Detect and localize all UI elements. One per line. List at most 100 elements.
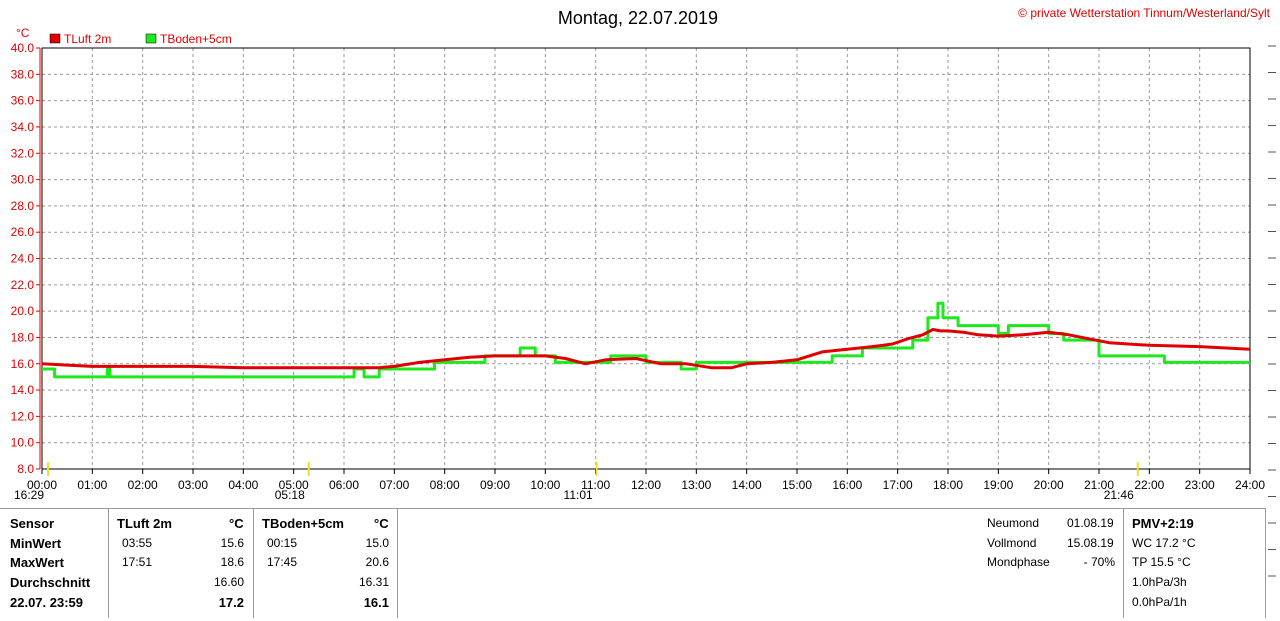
x-tick-label: 21:00	[1084, 478, 1114, 492]
tboden-header: TBoden+5cm	[262, 516, 344, 531]
tluft-header: TLuft 2m	[117, 516, 172, 531]
x-tick-label: 09:00	[480, 478, 510, 492]
y-tick-label: 28.0	[11, 199, 35, 213]
tboden-last-value: 16.1	[363, 595, 389, 610]
pressure-1h: 0.0hPa/1h	[1132, 595, 1187, 609]
y-tick-label: 18.0	[11, 330, 35, 344]
x-tick-label: 15:00	[782, 478, 812, 492]
vollmond-label: Vollmond	[987, 536, 1037, 550]
y-tick-label: 12.0	[11, 409, 35, 423]
pmv-title: PMV+2:19	[1132, 516, 1194, 531]
last-label: 22.07. 23:59	[10, 595, 84, 610]
y-tick-label: 16.0	[11, 357, 35, 371]
tluft-unit: °C	[229, 516, 244, 531]
tboden-max-value: 20.6	[365, 555, 389, 569]
vollmond-date: 15.08.19	[1067, 536, 1114, 550]
series-line-tluft	[41, 328, 1251, 370]
x-tick-label: 03:00	[178, 478, 208, 492]
x-tick-label: 24:00	[1235, 478, 1265, 492]
panel-top-border	[0, 508, 1265, 509]
neumond-label: Neumond	[987, 516, 1040, 530]
max-label: MaxWert	[10, 555, 64, 570]
y-tick-label: 10.0	[11, 436, 35, 450]
panel-divider	[1265, 508, 1266, 618]
right-scale-ticks	[1268, 45, 1276, 577]
x-tick-label: 13:00	[681, 478, 711, 492]
x-axis: 00:00 01:00 02:00 03:00 04:00 05:00 06:00 07:00…	[27, 469, 1265, 492]
x-tick-label: 04:00	[228, 478, 258, 492]
chart-grid	[41, 47, 1251, 470]
y-tick-label: 8.0	[17, 462, 34, 476]
panel-divider	[397, 508, 398, 618]
y-tick-label: 24.0	[11, 252, 35, 266]
y-axis-unit: °C	[16, 26, 30, 40]
y-tick-label: 30.0	[11, 173, 35, 187]
tluft-min-value: 15.6	[220, 536, 244, 550]
panel-divider	[108, 508, 109, 618]
y-tick-label: 26.0	[11, 225, 35, 239]
tluft-avg-value: 16.60	[213, 575, 244, 589]
x-tick-label: 10:00	[530, 478, 560, 492]
x-tick-label: 22:00	[1134, 478, 1164, 492]
x-tick-label: 05:00	[279, 478, 309, 492]
wc-value: WC 17.2 °C	[1132, 536, 1196, 550]
y-tick-label: 14.0	[11, 383, 35, 397]
tluft-max-time: 17:51	[122, 555, 153, 569]
legend-label-tboden: TBoden+5cm	[160, 32, 232, 46]
y-tick-label: 38.0	[11, 67, 35, 81]
y-tick-label: 36.0	[11, 94, 35, 108]
panel-divider	[253, 508, 254, 618]
y-tick-label: 20.0	[11, 304, 35, 318]
mondphase-value: - 70%	[1083, 555, 1115, 569]
y-tick-label: 32.0	[11, 146, 35, 160]
pressure-3h: 1.0hPa/3h	[1132, 575, 1187, 589]
chart-series	[41, 301, 1251, 379]
x-tick-label: 12:00	[631, 478, 661, 492]
x-tick-label: 08:00	[430, 478, 460, 492]
tboden-unit: °C	[374, 516, 389, 531]
x-tick-label: 19:00	[983, 478, 1013, 492]
time-markers: 16:29 05:18 11:01 21:46	[14, 462, 1139, 502]
legend: TLuft 2m TBoden+5cm	[49, 32, 232, 46]
y-axis: 8.0 10.0 12.0 14.0 16.0 18.0 20.0 22.0 24.0 26.0 2…	[11, 41, 41, 476]
chart-title: Montag, 22.07.2019	[558, 8, 718, 28]
x-tick-label: 02:00	[128, 478, 158, 492]
y-tick-label: 34.0	[11, 120, 35, 134]
x-tick-label: 18:00	[933, 478, 963, 492]
x-tick-label: 01:00	[77, 478, 107, 492]
tluft-last-value: 17.2	[218, 595, 244, 610]
tboden-avg-value: 16.31	[358, 575, 389, 589]
sensor-label: Sensor	[10, 516, 55, 531]
marker-time-label: 11:01	[564, 488, 593, 502]
x-tick-label: 06:00	[329, 478, 359, 492]
x-tick-label: 11:00	[581, 478, 610, 492]
mondphase-label: Mondphase	[987, 555, 1050, 569]
x-tick-label: 16:00	[832, 478, 862, 492]
marker-time-label: 16:29	[14, 488, 44, 502]
tp-value: TP 15.5 °C	[1132, 555, 1191, 569]
tluft-min-time: 03:55	[122, 536, 153, 550]
min-label: MinWert	[10, 536, 62, 551]
x-tick-label: 00:00	[27, 478, 57, 492]
y-tick-label: 40.0	[11, 41, 35, 55]
neumond-date: 01.08.19	[1067, 516, 1114, 530]
x-tick-label: 07:00	[379, 478, 409, 492]
tboden-min-time: 00:15	[267, 536, 298, 550]
x-tick-label: 20:00	[1034, 478, 1064, 492]
legend-label-tluft: TLuft 2m	[64, 32, 111, 46]
legend-swatch-tboden	[145, 33, 157, 44]
panel-divider	[1123, 508, 1124, 618]
avg-label: Durchschnitt	[10, 575, 91, 590]
tboden-max-time: 17:45	[267, 555, 298, 569]
marker-time-label: 05:18	[275, 488, 305, 502]
series-line-tboden	[42, 301, 1250, 379]
y-tick-label: 22.0	[11, 278, 35, 292]
x-tick-label: 17:00	[883, 478, 913, 492]
copyright-label: © private Wetterstation Tinnum/Westerlan…	[1018, 6, 1271, 20]
tboden-min-value: 15.0	[365, 536, 389, 550]
tluft-max-value: 18.6	[220, 555, 244, 569]
x-tick-label: 14:00	[732, 478, 762, 492]
legend-swatch-tluft	[49, 33, 61, 44]
x-tick-label: 23:00	[1185, 478, 1215, 492]
